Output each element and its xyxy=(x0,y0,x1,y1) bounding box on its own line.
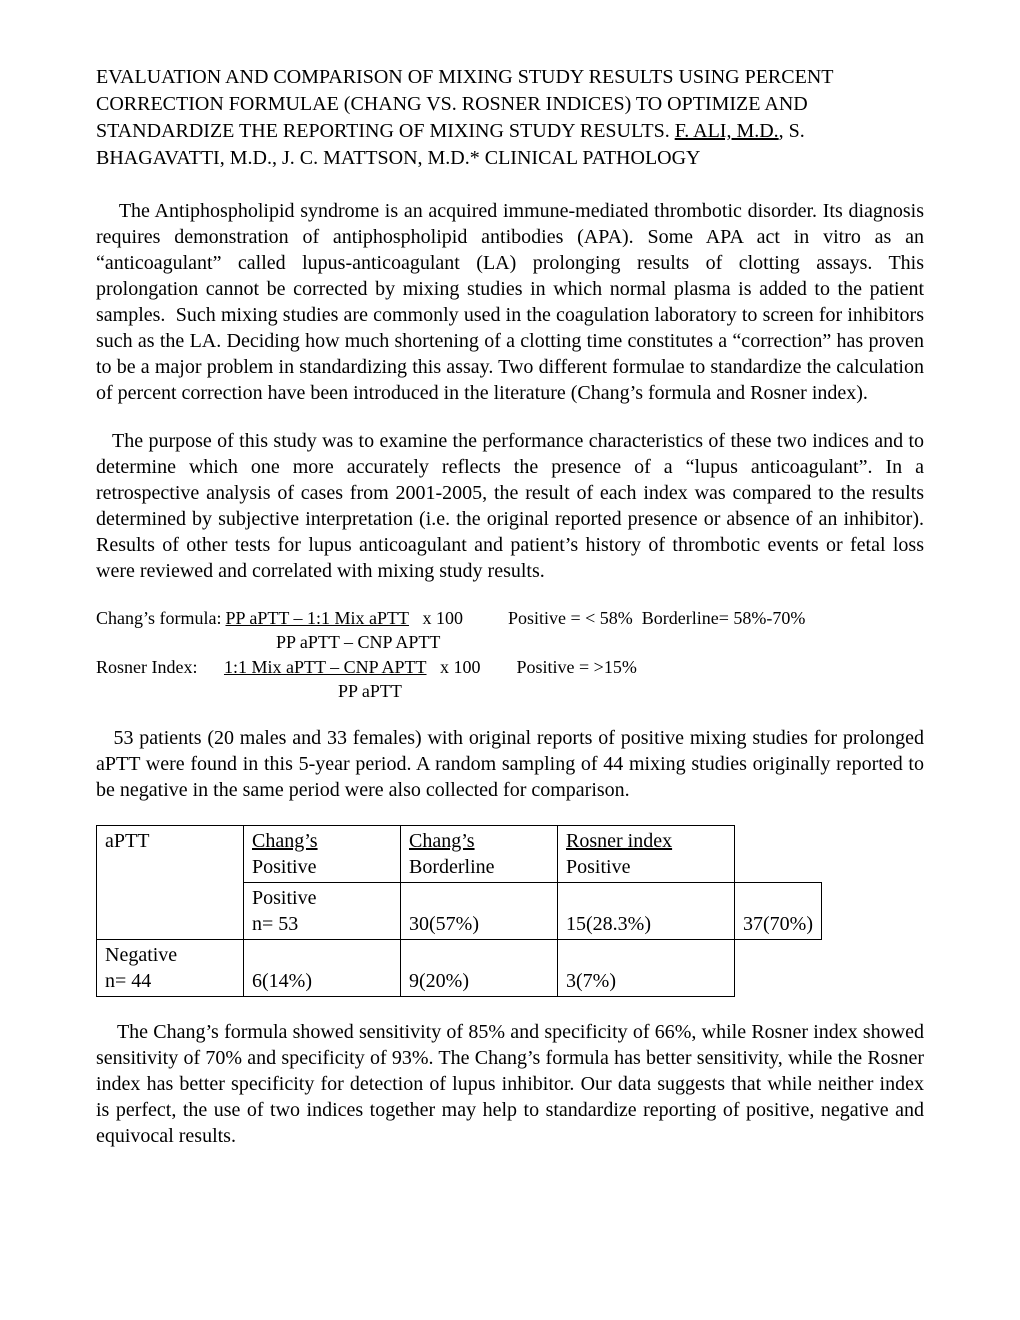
page-container: EVALUATION AND COMPARISON OF MIXING STUD… xyxy=(0,0,1020,1320)
formula-rosner-times: x 100 xyxy=(427,655,481,679)
table-row: Negative n= 44 6(14%) 9(20%) 3(7%) xyxy=(97,940,822,997)
table-cell-text: Negative xyxy=(105,944,177,966)
table-header-text: Rosner index xyxy=(566,830,672,852)
table-cell: 6(14%) xyxy=(244,940,401,997)
formula-chang-denominator-row: PP aPTT – CNP APTT xyxy=(96,630,924,654)
formula-rosner-row: Rosner Index: 1:1 Mix aPTT – CNP APTT x … xyxy=(96,655,924,679)
table-header-text: Chang’s xyxy=(252,830,318,852)
formula-chang-numerator: PP aPTT – 1:1 Mix aPTT xyxy=(225,606,409,630)
table-subheader-text: Borderline xyxy=(409,856,495,878)
formula-chang-times: x 100 xyxy=(409,606,463,630)
table-header-cell: aPTT xyxy=(97,826,244,940)
formula-rosner-denominator: PP aPTT xyxy=(338,681,402,701)
table-cell: 30(57%) xyxy=(401,883,558,940)
table-cell-text: n= 44 xyxy=(105,970,151,992)
table-cell: 37(70%) xyxy=(735,883,822,940)
paragraph-4: The Chang’s formula showed sensitivity o… xyxy=(96,1019,924,1149)
table-row: aPTT Chang’sPositive Chang’sBorderline R… xyxy=(97,826,822,883)
formula-chang-label: Chang’s formula: xyxy=(96,606,221,630)
formula-rosner-denominator-row: PP aPTT xyxy=(96,679,924,703)
table-cell-text: Positive xyxy=(252,887,316,909)
table-cell: Negative n= 44 xyxy=(97,940,244,997)
formula-rosner-numerator: 1:1 Mix aPTT – CNP APTT xyxy=(224,655,427,679)
table-header-cell: Rosner index Positive xyxy=(558,826,735,883)
formula-rosner-threshold: Positive = >15% xyxy=(481,655,637,679)
paragraph-2: The purpose of this study was to examine… xyxy=(96,428,924,584)
formula-chang-threshold: Positive = < 58% Borderline= 58%-70% xyxy=(463,606,805,630)
table-cell: Positive n= 53 xyxy=(244,883,401,940)
table-cell: 3(7%) xyxy=(558,940,735,997)
table-cell: 9(20%) xyxy=(401,940,558,997)
formula-chang-denominator: PP aPTT – CNP APTT xyxy=(276,632,440,652)
formula-rosner-label: Rosner Index: xyxy=(96,655,220,679)
paragraph-1: The Antiphospholipid syndrome is an acqu… xyxy=(96,198,924,406)
table-cell-text: n= 53 xyxy=(252,913,298,935)
table-cell: 15(28.3%) xyxy=(558,883,735,940)
table-header-cell: Chang’s Positive xyxy=(244,826,401,883)
table-header-cell: Chang’s Borderline xyxy=(401,826,558,883)
table-header-text: Chang’s xyxy=(409,830,475,852)
results-table: aPTT Chang’s Positive Chang’s Borderline R… xyxy=(96,825,822,997)
title-author-underlined: F. ALI, M.D. xyxy=(675,120,779,142)
paragraph-3: 53 patients (20 males and 33 females) wi… xyxy=(96,725,924,803)
title-block: EVALUATION AND COMPARISON OF MIXING STUD… xyxy=(96,64,924,172)
formula-chang-row: Chang’s formula: PP aPTT – 1:1 Mix aPTT … xyxy=(96,606,924,630)
table-subheader-text: Positive xyxy=(566,856,630,878)
formula-block: Chang’s formula: PP aPTT – 1:1 Mix aPTT … xyxy=(96,606,924,703)
table-subheader-text: Positive xyxy=(252,856,316,878)
